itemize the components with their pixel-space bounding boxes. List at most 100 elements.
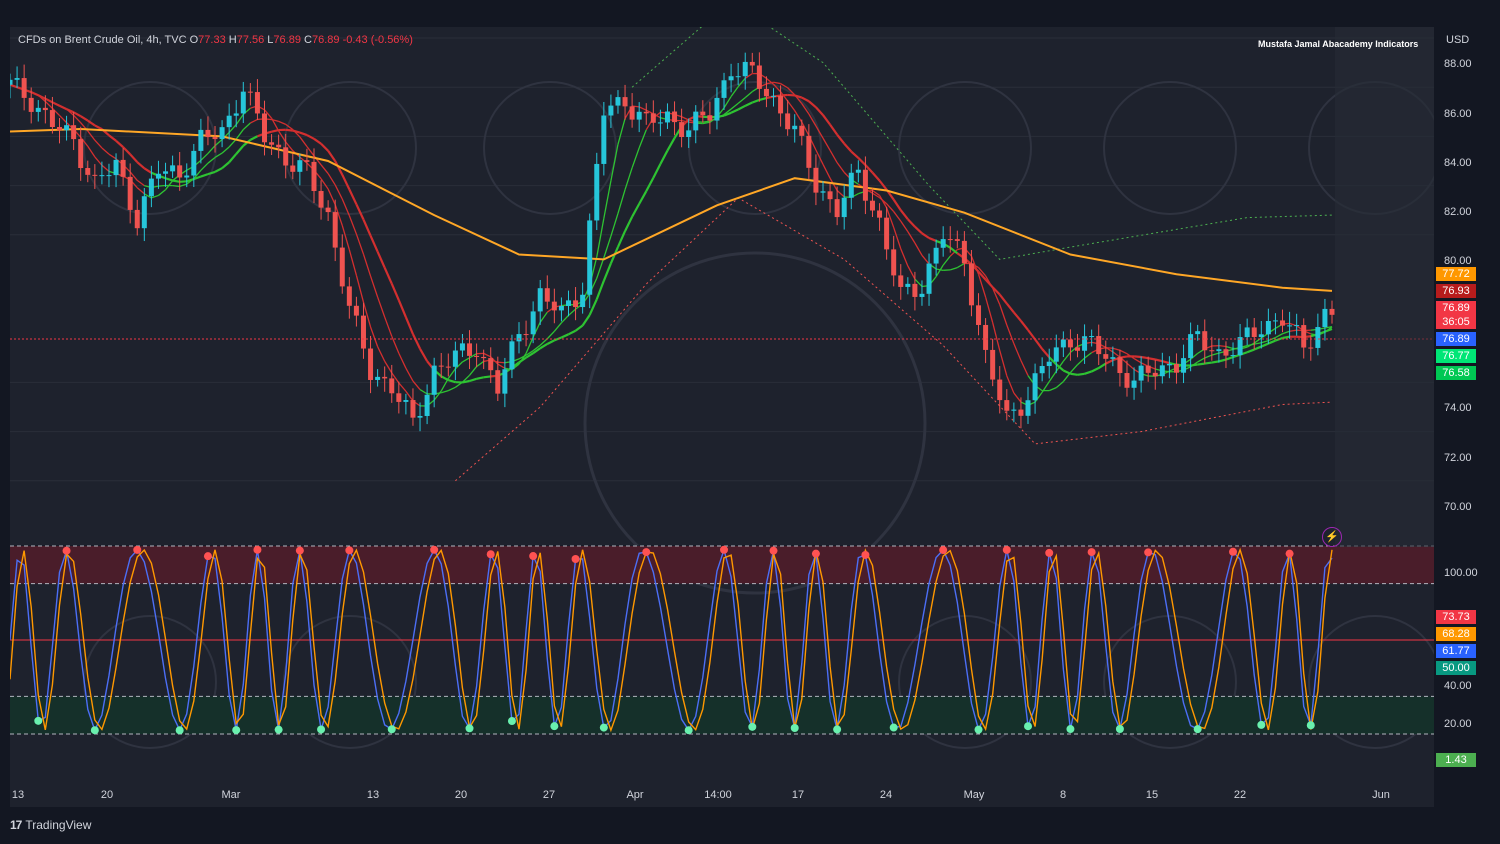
osc-buy-dot: [1024, 722, 1033, 731]
ema-slow-segment: [299, 131, 308, 137]
ema-slow-segment: [1225, 356, 1234, 361]
ema-mid-segment: [900, 220, 909, 232]
ema-slow-segment: [341, 174, 351, 190]
watermark-seal: [1103, 615, 1237, 749]
ema-mid-segment: [992, 287, 1001, 305]
watermark-seal: [898, 81, 1032, 215]
ema-mid-segment: [497, 361, 505, 364]
ema-slow-segment: [397, 299, 407, 318]
ema-slow-segment: [1070, 372, 1078, 376]
ema-mid-segment: [348, 215, 358, 235]
candle: [1202, 319, 1208, 364]
ema-mid-segment: [525, 350, 534, 356]
candle: [919, 280, 925, 306]
ema-fast-segment: [334, 204, 343, 226]
candle: [551, 288, 557, 324]
price-tick: 74.00: [1444, 402, 1472, 414]
osc-sell-dot: [720, 545, 729, 554]
ema-fast-segment: [320, 178, 329, 190]
candle: [1124, 360, 1130, 397]
candle: [49, 96, 55, 134]
ema-mid-segment: [766, 81, 774, 85]
ema-slow-segment: [411, 333, 422, 350]
watermark-seal: [483, 81, 617, 215]
ema-mid-segment: [935, 268, 944, 271]
osc-buy-dot: [1306, 721, 1315, 730]
candle: [1131, 367, 1137, 400]
ema-mid-segment: [518, 354, 527, 360]
candle: [1244, 318, 1250, 346]
ema-mid-segment: [391, 335, 400, 354]
ema-slow-segment: [843, 142, 853, 153]
ema-slow-segment: [546, 339, 555, 345]
ema-mid-segment: [1289, 329, 1297, 332]
osc-badge-orange: 68.28: [1436, 627, 1476, 641]
ema-fast-segment: [886, 207, 895, 228]
ema-mid-segment: [405, 367, 414, 382]
ema-slow-segment: [1155, 358, 1163, 363]
ema-slow-segment: [80, 115, 89, 122]
ema-slow-segment: [440, 375, 449, 382]
tradingview-logo-icon: 17: [10, 818, 22, 832]
price-tick: 72.00: [1444, 452, 1472, 464]
candle: [622, 84, 628, 120]
ema-slow-segment: [348, 188, 358, 205]
watermark-seal: [83, 81, 217, 215]
ema-fast-segment: [327, 188, 336, 205]
candle: [170, 155, 176, 178]
candle: [339, 234, 345, 294]
ema-fast-segment: [532, 321, 541, 338]
ema-slow-segment: [914, 225, 923, 235]
ema-mid-segment: [780, 82, 788, 89]
candle: [247, 83, 253, 106]
candle: [155, 160, 161, 189]
candle: [735, 62, 741, 86]
osc-tick: 20.00: [1444, 718, 1472, 730]
candle: [891, 235, 897, 287]
candle: [452, 341, 458, 381]
ema-slow-segment: [221, 161, 230, 170]
ema-fast-segment: [101, 164, 110, 172]
ema-mid-segment: [235, 129, 244, 140]
ema-mid-segment: [108, 153, 117, 160]
ema-mid-segment: [907, 231, 916, 244]
ema-slow-segment: [815, 106, 824, 116]
ema-mid-segment: [787, 87, 796, 96]
currency-label[interactable]: USD: [1446, 34, 1470, 46]
ema-slow-segment: [228, 153, 238, 163]
candle: [990, 338, 996, 387]
ema-mid-segment: [461, 374, 470, 383]
tradingview-brand[interactable]: 17 TradingView: [10, 818, 91, 832]
ema-mid-segment: [879, 197, 888, 205]
chart-frame[interactable]: [10, 27, 1434, 807]
candle: [148, 165, 154, 208]
symbol-legend[interactable]: CFDs on Brent Crude Oil, 4h, TVC O77.33 …: [18, 34, 413, 46]
lightning-icon[interactable]: ⚡: [1322, 527, 1342, 547]
ema-slow-segment: [1232, 353, 1241, 359]
change-value: -0.43 (-0.56%): [342, 34, 413, 46]
ema-slow-segment: [794, 94, 803, 99]
ema-slow-segment: [836, 133, 846, 145]
candle: [862, 156, 868, 215]
candle: [714, 87, 720, 130]
ema-fast-segment: [737, 77, 746, 88]
candle: [664, 103, 670, 129]
time-tick: 15: [1145, 789, 1159, 801]
ema-mid-segment: [872, 192, 880, 199]
ema-slow-segment: [1260, 342, 1269, 348]
candle: [721, 72, 727, 110]
ema-mid-segment: [448, 386, 456, 392]
ema-slow-segment: [73, 111, 82, 118]
chart-svg[interactable]: [10, 27, 1434, 807]
candle: [1280, 309, 1286, 333]
ema-mid-segment: [228, 138, 237, 148]
candle: [1138, 356, 1144, 393]
ema-fast-segment: [907, 265, 916, 280]
candle: [672, 101, 678, 136]
candle: [813, 154, 819, 206]
ema-fast-segment: [1225, 345, 1234, 350]
indicator-author: Mustafa Jamal Abacademy Indicators: [1258, 39, 1419, 49]
candle: [615, 90, 621, 114]
time-tick: 20: [100, 789, 114, 801]
bar-countdown: 36:05: [1436, 315, 1476, 329]
